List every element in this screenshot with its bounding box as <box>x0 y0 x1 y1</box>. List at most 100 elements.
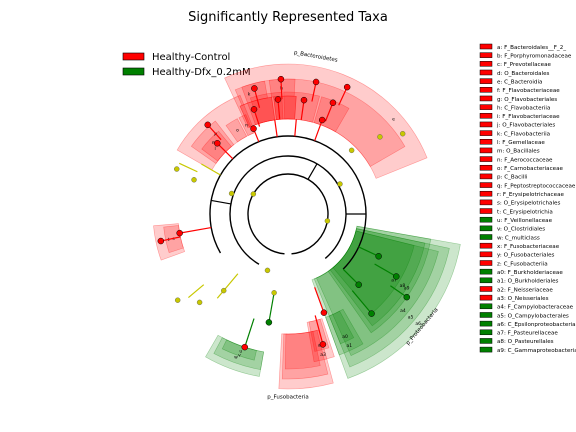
key-swatch-x <box>479 242 493 249</box>
key-label-f: f: F_Flavobacteriaceae <box>497 88 560 94</box>
clade-sector-i <box>239 96 276 128</box>
segment-label-a5: a5 <box>408 314 414 320</box>
other-node-11 <box>348 147 355 154</box>
segment-label-a7: a7 <box>391 278 397 284</box>
key-swatch-t <box>479 208 493 214</box>
key-label-a4: a4: F_Campylobacteraceae <box>497 305 574 311</box>
key-label-g: g: O_Flavobacteriales <box>497 97 557 103</box>
key-swatch-i <box>479 113 493 119</box>
key-label-k: k: C_Flavobacteriia <box>497 131 550 137</box>
segment-label-m: m <box>212 141 216 146</box>
key-swatch-e <box>479 78 493 84</box>
clade-sector-v <box>213 337 265 370</box>
key-swatch-o <box>479 164 493 171</box>
segment-label-e: e <box>392 117 395 122</box>
tree-branch-23 <box>314 287 325 313</box>
key-label-a8: a8: O_Pasteurellales <box>497 339 554 345</box>
segment-label-a9: a9 <box>404 286 410 292</box>
taxon-node-g <box>312 78 320 86</box>
key-label-s: s: O_Erysipelotrichales <box>497 201 560 207</box>
other-node-4 <box>221 287 227 294</box>
chart-title: Significantly Represented Taxa <box>188 10 388 25</box>
key-label-i: i: F_Flavobacteriaceae <box>497 114 560 120</box>
key-label-a5: a5: O_Campylobacterales <box>497 313 569 319</box>
clade-sector-j <box>239 96 276 128</box>
key-label-x: x: F_Fusobacteriaceae <box>497 244 560 250</box>
clade-label-2: p_Fusobacteria <box>267 395 308 401</box>
key-label-a0: a0: F_Burkholderiaceae <box>497 270 563 276</box>
key-label-z: z: C_Fusobacteriia <box>497 261 548 267</box>
clade-sector-y <box>281 330 329 380</box>
key-swatch-a1 <box>479 277 493 284</box>
tree-branch-5 <box>280 79 283 100</box>
key-swatch-m <box>479 147 493 154</box>
key-swatch-a5 <box>479 312 493 318</box>
taxon-node-e <box>277 75 285 83</box>
legend: Healthy-Control Healthy-Dfx_0.2mM <box>122 52 251 78</box>
key-swatch-a7 <box>479 329 493 336</box>
key-label-j: j: O_Flavobacteriales <box>496 123 555 129</box>
key-swatch-r <box>479 190 493 197</box>
key-label-d: d: O_Bacteroidales <box>497 71 550 77</box>
key-swatch-h <box>479 104 493 110</box>
taxa-key-list: a: F_Bacteroidales__F_2_ b: F_Porphyromon… <box>479 43 576 354</box>
other-node-3 <box>174 166 180 172</box>
tree-branch-16 <box>179 226 212 234</box>
key-label-a6: a6: C_Epsilonproteobacteria <box>497 322 576 328</box>
key-swatch-a9 <box>479 346 493 353</box>
taxon-node-v <box>403 293 411 301</box>
other-node-9 <box>324 218 331 224</box>
taxon-node-u <box>393 273 400 280</box>
key-label-y: y: O_Fusobacteriales <box>497 253 555 259</box>
key-swatch-f <box>479 87 493 93</box>
segment-label-k: k <box>248 92 251 98</box>
tree-branch-6 <box>294 119 297 137</box>
key-swatch-j <box>479 121 493 128</box>
key-swatch-k <box>479 130 493 136</box>
tree-branch-31 <box>307 163 318 180</box>
tree-branch-10 <box>324 102 334 122</box>
segment-label-n: n <box>245 124 248 129</box>
clade-sector-h <box>268 78 296 98</box>
taxon-node-f <box>300 96 308 104</box>
other-node-13 <box>399 130 406 137</box>
clade-sector-b <box>283 91 320 123</box>
tree-branch-7 <box>300 100 305 121</box>
key-label-v: v: O_Clostridiales <box>497 227 545 233</box>
other-node-1 <box>228 190 235 197</box>
key-swatch-d <box>479 69 493 76</box>
clade-sector-x <box>284 331 321 370</box>
key-label-u: u: F_Veillonellaceae <box>497 218 553 224</box>
taxon-node-b <box>251 85 258 92</box>
key-label-t: t: C_Erysipelotrichia <box>497 209 553 215</box>
legend-swatch-control <box>122 52 145 61</box>
key-swatch-a4 <box>479 303 493 310</box>
legend-label-dfx: Healthy-Dfx_0.2mM <box>152 67 251 78</box>
tree-branch-27 <box>216 273 239 299</box>
clade-sector-a3 <box>306 318 335 363</box>
segment-label-v: v <box>238 353 241 358</box>
key-label-a3: a3: O_Neisseriales <box>497 296 549 302</box>
key-label-h: h: C_Flavobacteriia <box>497 105 550 111</box>
taxon-node-c <box>250 125 257 132</box>
tree-branch-15 <box>178 162 198 173</box>
taxon-node-y <box>320 309 328 316</box>
key-swatch-q <box>479 182 493 188</box>
tree-branch-28 <box>188 284 205 299</box>
key-label-n: n: F_Aerococcaceae <box>497 157 553 163</box>
tree-branch-18 <box>358 246 379 257</box>
taxon-node-h <box>329 99 337 106</box>
taxon-node-x <box>319 341 327 348</box>
tree-branch-11 <box>338 86 348 106</box>
key-swatch-a0 <box>479 268 493 275</box>
key-swatch-z <box>479 260 493 266</box>
segment-label-a4: a4 <box>400 308 406 314</box>
other-node-6 <box>174 297 181 303</box>
clade-sector-z <box>278 329 334 390</box>
segment-label-w: w <box>234 355 238 360</box>
tree-branch-14 <box>201 163 221 176</box>
legend-swatch-dfx <box>122 67 145 76</box>
key-swatch-v <box>479 225 493 232</box>
tree-branch-26 <box>244 318 255 348</box>
key-swatch-w <box>479 234 493 240</box>
